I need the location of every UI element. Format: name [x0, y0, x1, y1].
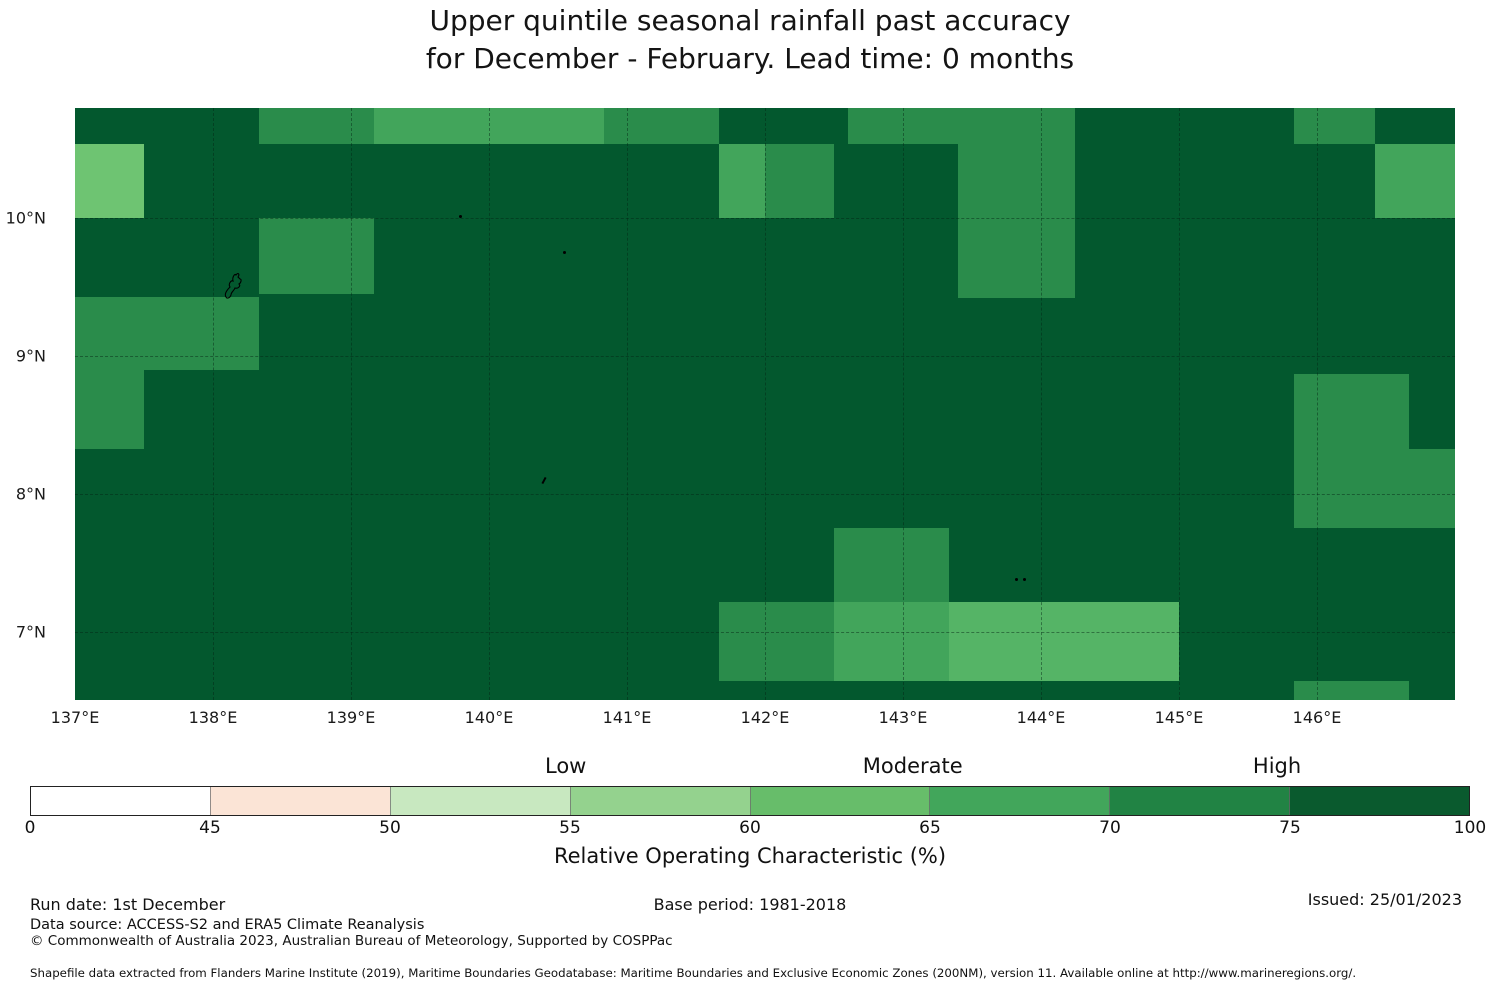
x-tick-label: 141°E	[602, 708, 652, 727]
map-gridline-vertical	[213, 108, 214, 700]
map-gridline-vertical	[351, 108, 352, 700]
issued-date-text: Issued: 25/01/2023	[1307, 890, 1462, 909]
colorbar-category-labels: Low Moderate High	[30, 754, 1470, 782]
x-tick-label: 137°E	[50, 708, 100, 727]
islet-mark	[541, 477, 547, 485]
x-tick-label: 139°E	[326, 708, 376, 727]
map-cell	[1374, 143, 1455, 219]
x-tick-label: 143°E	[878, 708, 928, 727]
map-cell	[75, 143, 144, 219]
map-gridline-vertical	[489, 108, 490, 700]
colorbar-tick-labels: 0 45 50 55 60 65 70 75 100	[25, 818, 1487, 840]
map-cell	[847, 108, 959, 144]
map-cell	[958, 108, 1076, 299]
map-cell	[1293, 448, 1455, 528]
map-canvas	[75, 108, 1455, 700]
colorbar-segment	[569, 787, 750, 815]
map-cell	[948, 602, 1179, 681]
copyright-text: © Commonwealth of Australia 2023, Austra…	[30, 933, 673, 949]
map-gridline-vertical	[1179, 108, 1180, 700]
map-cell	[765, 143, 834, 219]
map-cell	[834, 602, 949, 681]
colorbar-segment	[389, 787, 570, 815]
x-axis-tick-labels: 137°E 138°E 139°E 140°E 141°E 142°E 143°E 144°E…	[51, 708, 1455, 732]
colorbar-tick-label: 45	[199, 818, 221, 838]
map-cell	[258, 108, 375, 144]
map-cell	[719, 602, 834, 681]
y-tick-label: 8°N	[15, 484, 46, 504]
island-outline	[225, 272, 242, 299]
page-title-line2: for December - February. Lead time: 0 mo…	[425, 42, 1075, 75]
colorbar-category-label: High	[1252, 754, 1302, 778]
colorbar-segment	[929, 787, 1110, 815]
islet-dot	[562, 250, 566, 254]
y-tick-label: 10°N	[5, 208, 46, 228]
x-tick-label: 138°E	[188, 708, 238, 727]
y-tick-label: 7°N	[15, 622, 46, 642]
colorbar-tick-label: 75	[1279, 818, 1301, 838]
map-cell	[719, 143, 765, 219]
colorbar-tick-label: 50	[379, 818, 401, 838]
x-tick-label: 146°E	[1292, 708, 1342, 727]
map-cell	[374, 108, 604, 144]
map-cell	[75, 370, 144, 449]
colorbar-segment	[31, 787, 210, 815]
islet-dot	[1015, 577, 1019, 581]
colorbar-tick-label: 65	[919, 818, 941, 838]
map-cell	[603, 108, 720, 144]
colorbar-category-label: Low	[544, 754, 587, 778]
map-cell	[1293, 680, 1410, 700]
base-period-text: Base period: 1981-2018	[653, 895, 847, 914]
map-gridline-horizontal	[75, 356, 1455, 358]
map-gridline-horizontal	[75, 494, 1455, 496]
map-gridline-vertical	[627, 108, 628, 700]
colorbar-segment	[1289, 787, 1469, 815]
colorbar-tick-label: 55	[559, 818, 581, 838]
y-axis-tick-labels: 10°N 9°N 8°N 7°N	[0, 108, 60, 700]
colorbar-tick-label: 70	[1099, 818, 1121, 838]
run-date-text: Run date: 1st December	[30, 895, 226, 914]
colorbar-segment	[749, 787, 930, 815]
data-source-text: Data source: ACCESS-S2 and ERA5 Climate …	[30, 917, 425, 933]
colorbar-segment	[209, 787, 390, 815]
colorbar	[30, 786, 1470, 816]
colorbar-category-label: Moderate	[862, 754, 963, 778]
colorbar-tick-label: 100	[1453, 818, 1487, 838]
x-tick-label: 140°E	[464, 708, 514, 727]
map-cell	[1293, 108, 1375, 144]
x-tick-label: 142°E	[740, 708, 790, 727]
colorbar-axis-label: Relative Operating Characteristic (%)	[553, 844, 947, 868]
y-tick-label: 9°N	[15, 346, 46, 366]
shapefile-note-text: Shapefile data extracted from Flanders M…	[30, 966, 1357, 980]
islet-dot	[1023, 577, 1027, 581]
islet-dot	[459, 215, 463, 219]
colorbar-tick-label: 60	[739, 818, 761, 838]
x-tick-label: 144°E	[1016, 708, 1066, 727]
x-tick-label: 145°E	[1154, 708, 1204, 727]
map-cell	[1293, 374, 1410, 449]
page-title-line1: Upper quintile seasonal rainfall past ac…	[429, 4, 1071, 37]
map-cell	[834, 527, 949, 603]
map-cell	[258, 218, 375, 295]
colorbar-tick-label: 0	[24, 818, 36, 838]
map-cell	[75, 297, 259, 371]
colorbar-segment	[1109, 787, 1290, 815]
